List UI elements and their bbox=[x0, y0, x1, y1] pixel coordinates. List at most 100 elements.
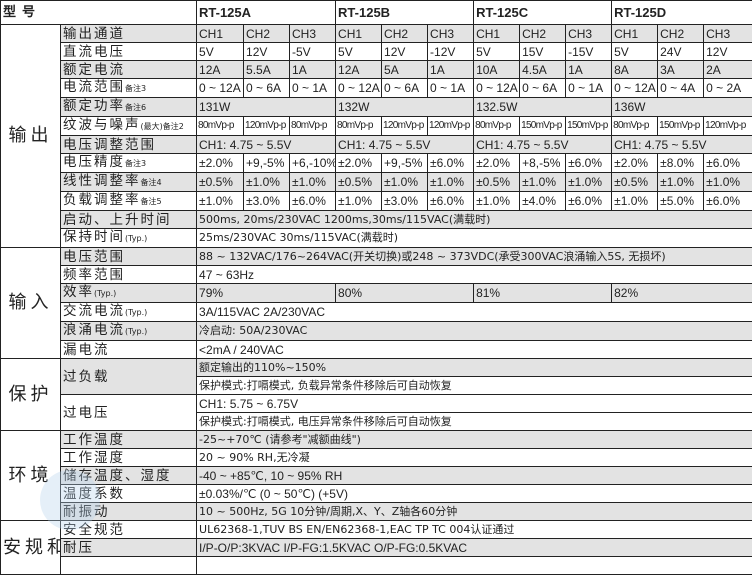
value-cell: ±1.0% bbox=[428, 173, 474, 192]
value-cell: <2mA / 240VAC bbox=[197, 341, 752, 359]
value-cell: ±8.0% bbox=[658, 154, 704, 173]
value-cell: +8,-5% bbox=[520, 154, 566, 173]
param-name: 频率范围 bbox=[63, 267, 125, 283]
section-label: 保护 bbox=[1, 359, 61, 431]
value-cell: 0 ~ 1A bbox=[428, 79, 474, 98]
value-cell: -5V bbox=[290, 43, 336, 61]
value-cell: CH1: 5.75 ~ 6.75V bbox=[197, 395, 752, 413]
param-label: 浪涌电流(Typ.) bbox=[61, 322, 197, 341]
spec-row: 保持时间(Typ.)25ms/230VAC 30ms/115VAC(满载时) bbox=[1, 229, 752, 248]
value-cell: ±6.0% bbox=[566, 154, 612, 173]
value-cell: 12V bbox=[244, 43, 290, 61]
value-cell: -15V bbox=[566, 43, 612, 61]
value-cell: CH2 bbox=[244, 25, 290, 43]
param-label: 额定功率备注6 bbox=[61, 98, 197, 117]
value-cell: 20 ~ 90% RH,无冷凝 bbox=[197, 449, 752, 467]
param-name: 储存温度、湿度 bbox=[63, 468, 172, 484]
section-label: 环境 bbox=[1, 431, 61, 521]
param-name: 工作湿度 bbox=[63, 450, 125, 466]
value-cell: CH1 bbox=[474, 25, 520, 43]
value-cell bbox=[197, 557, 752, 575]
value-cell: 5V bbox=[474, 43, 520, 61]
value-cell: -12V bbox=[428, 43, 474, 61]
value-cell: 0 ~ 12A bbox=[612, 79, 658, 98]
value-cell: 500ms, 20ms/230VAC 1200ms,30ms/115VAC(满载… bbox=[197, 211, 752, 229]
value-cell: 10 ~ 500Hz, 5G 10分钟/周期,X、Y、Z轴各60分钟 bbox=[197, 503, 752, 521]
section-label: 输入 bbox=[1, 248, 61, 359]
value-cell: 12V bbox=[382, 43, 428, 61]
value-cell: 5V bbox=[612, 43, 658, 61]
value-cell: +6,-10% bbox=[290, 154, 336, 173]
value-cell: -40 ~ +85℃, 10 ~ 95% RH bbox=[197, 467, 752, 485]
value-cell: 132W bbox=[336, 98, 474, 117]
value-cell: 47 ~ 63Hz bbox=[197, 266, 752, 284]
param-name: 安全规范 bbox=[63, 522, 125, 538]
value-cell: CH1: 4.75 ~ 5.5V bbox=[474, 136, 612, 154]
param-name: 过电压 bbox=[63, 405, 110, 421]
value-cell: 0 ~ 12A bbox=[474, 79, 520, 98]
param-label: 保持时间(Typ.) bbox=[61, 229, 197, 248]
param-label: 温度系数 bbox=[61, 485, 197, 503]
value-cell: ±1.0% bbox=[290, 173, 336, 192]
value-cell: 0 ~ 1A bbox=[290, 79, 336, 98]
value-cell: ±6.0% bbox=[566, 192, 612, 211]
value-cell: 150mVp-p bbox=[658, 117, 704, 136]
value-cell: 8A bbox=[612, 61, 658, 79]
value-cell: 120mVp-p bbox=[382, 117, 428, 136]
value-cell: CH3 bbox=[428, 25, 474, 43]
value-cell: ±1.0% bbox=[658, 173, 704, 192]
param-name: 启动、上升时间 bbox=[63, 212, 172, 228]
value-cell: 10A bbox=[474, 61, 520, 79]
value-cell: ±6.0% bbox=[428, 154, 474, 173]
value-cell: ±4.0% bbox=[520, 192, 566, 211]
value-cell: I/P-O/P:3KVAC I/P-FG:1.5KVAC O/P-FG:0.5K… bbox=[197, 539, 752, 557]
spec-row: 保护过负载额定输出的110%~150% bbox=[1, 359, 752, 377]
value-cell: ±0.5% bbox=[336, 173, 382, 192]
param-label: 电压范围 bbox=[61, 248, 197, 266]
value-cell: 3A bbox=[658, 61, 704, 79]
value-cell: 5A bbox=[382, 61, 428, 79]
value-cell: 5V bbox=[197, 43, 244, 61]
value-cell: CH3 bbox=[290, 25, 336, 43]
value-cell: ±3.0% bbox=[244, 192, 290, 211]
spec-row: 交流电流(Typ.)3A/115VAC 2A/230VAC bbox=[1, 303, 752, 322]
value-cell: 4.5A bbox=[520, 61, 566, 79]
param-label: 交流电流(Typ.) bbox=[61, 303, 197, 322]
value-cell: 1A bbox=[290, 61, 336, 79]
value-cell: ±0.03%/℃ (0 ~ 50℃) (+5V) bbox=[197, 485, 752, 503]
spec-row: 储存温度、湿度 -40 ~ +85℃, 10 ~ 95% RH bbox=[1, 467, 752, 485]
value-cell: ±1.0% bbox=[520, 173, 566, 192]
value-cell: 120mVp-p bbox=[704, 117, 752, 136]
model-name: RT-125A bbox=[197, 1, 336, 25]
param-note: (Typ.) bbox=[125, 327, 147, 336]
value-cell: 额定输出的110%~150% bbox=[197, 359, 752, 377]
param-name: 线性调整率 bbox=[63, 173, 141, 189]
value-cell: 131W bbox=[197, 98, 336, 117]
value-cell: CH1 bbox=[197, 25, 244, 43]
param-label: 启动、上升时间 bbox=[61, 211, 197, 229]
spec-row: 效率(Typ.)79%80%81%82% bbox=[1, 284, 752, 303]
value-cell: 0 ~ 4A bbox=[658, 79, 704, 98]
param-name: 直流电压 bbox=[63, 44, 125, 60]
value-cell: ±3.0% bbox=[382, 192, 428, 211]
value-cell: 3A/115VAC 2A/230VAC bbox=[197, 303, 752, 322]
param-label: 线性调整率备注4 bbox=[61, 173, 197, 192]
param-label: 漏电流 bbox=[61, 341, 197, 359]
param-name: 效率 bbox=[63, 284, 94, 300]
param-note: (Typ.) bbox=[125, 234, 147, 243]
value-cell: ±1.0% bbox=[197, 192, 244, 211]
value-cell: ±1.0% bbox=[474, 192, 520, 211]
value-cell: 150mVp-p bbox=[520, 117, 566, 136]
value-cell: 保护模式:打嗝模式, 负载异常条件移除后可自动恢复 bbox=[197, 377, 752, 395]
value-cell: CH2 bbox=[520, 25, 566, 43]
value-cell: 5.5A bbox=[244, 61, 290, 79]
spec-row: 漏电流<2mA / 240VAC bbox=[1, 341, 752, 359]
param-label: 额定电流 bbox=[61, 61, 197, 79]
param-note: 备注6 bbox=[125, 103, 146, 112]
value-cell: ±5.0% bbox=[658, 192, 704, 211]
